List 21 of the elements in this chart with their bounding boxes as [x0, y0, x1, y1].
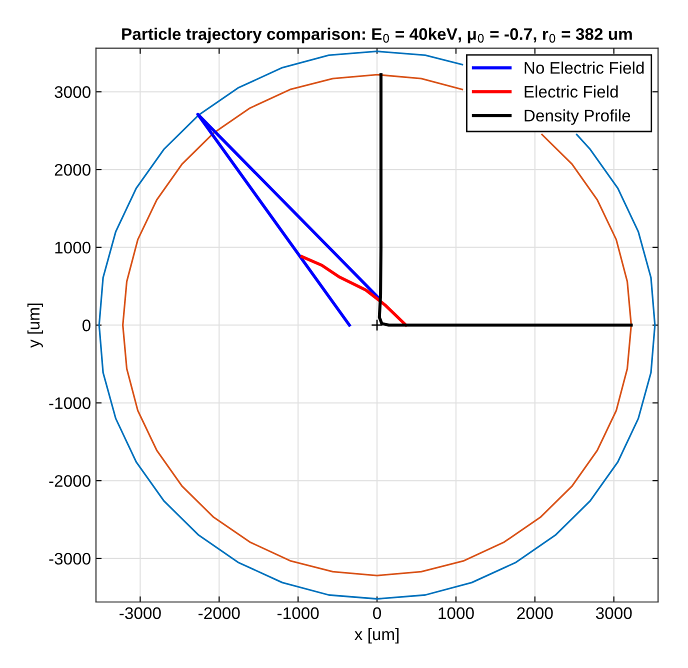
x-tick-label: 1000 — [438, 607, 474, 620]
x-tick-label: -3000 — [120, 607, 161, 620]
x-tick-label: 2000 — [517, 607, 553, 620]
y-tick-label: 1000 — [55, 242, 90, 254]
y-tick-label: -1000 — [49, 397, 90, 410]
y-axis-title: y [um] — [27, 304, 43, 348]
y-tick-label: -2000 — [49, 475, 90, 487]
y-tick-label: 3000 — [54, 86, 90, 98]
y-tick-label: 0 — [82, 320, 90, 332]
x-tick-label: 3000 — [596, 607, 632, 620]
y-tick-label: -3000 — [49, 552, 90, 565]
legend-label: Electric Field — [524, 85, 618, 98]
legend-label: Density Profile — [524, 109, 630, 125]
x-tick-label: -1000 — [278, 607, 319, 620]
y-tick-label: 2000 — [54, 164, 90, 176]
chart-title: Particle trajectory comparison: E$_{0}$ = 40keV, μ$_{0}$ = -0.7, r$_{0}$ = 382 um — [122, 28, 632, 44]
legend-label: No Electric Field — [524, 62, 644, 74]
x-tick-label: 0 — [373, 607, 382, 620]
x-tick-label: -2000 — [198, 607, 240, 620]
line-series — [300, 255, 408, 327]
x-axis-title: x [um] — [354, 628, 399, 644]
